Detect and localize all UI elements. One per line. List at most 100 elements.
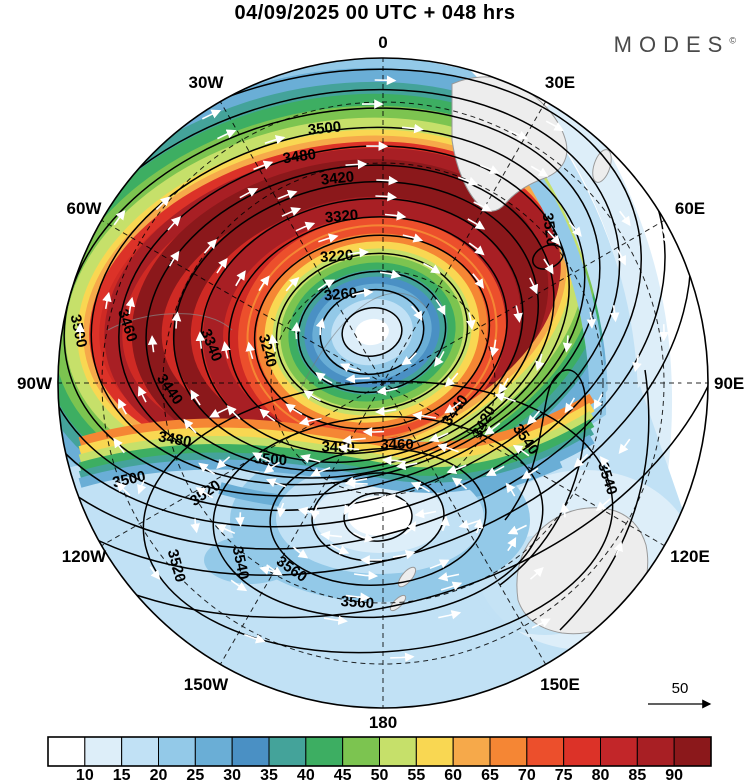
wind-arrow xyxy=(402,123,424,134)
colorbar-cell xyxy=(342,736,380,767)
wind-arrow xyxy=(315,372,333,384)
wind-arrow xyxy=(291,321,301,340)
wind-arrow xyxy=(183,418,197,434)
wind-arrow xyxy=(221,341,231,359)
wind-arrow xyxy=(414,508,437,519)
wind-arrow xyxy=(298,416,322,426)
wind-arrow xyxy=(339,363,361,373)
colorbar-cell xyxy=(47,736,86,767)
colorbar-cell xyxy=(526,736,565,767)
wind-arrow xyxy=(632,354,642,373)
wind-arrow xyxy=(531,618,551,629)
colorbar: 10 15 20 25 30 35 40 45 50 55 60 65 70 75 80 85 90 xyxy=(47,736,712,782)
map-area: 3500 3480 3420 3320 3220 3260 3240 3340 … xyxy=(58,58,708,708)
south-america-coastline xyxy=(107,313,233,331)
meridian-label-0: 0 xyxy=(378,33,387,52)
wind-arrow xyxy=(404,521,417,535)
wind-arrow xyxy=(586,311,597,329)
reference-vector-label: 50 xyxy=(672,680,689,697)
wind-arrow xyxy=(125,296,136,315)
wind-arrow xyxy=(374,75,397,86)
wind-arrow xyxy=(451,477,468,490)
wind-arrow xyxy=(613,541,623,557)
colorbar-cell xyxy=(415,736,454,767)
wind-arrow xyxy=(281,207,301,217)
wind-arrow xyxy=(226,405,241,420)
new-zealand-south xyxy=(389,594,407,612)
colorbar-cell xyxy=(305,736,344,767)
colorbar-tick-label: 75 xyxy=(555,767,573,782)
wind-arrow xyxy=(329,543,350,555)
wind-arrow xyxy=(530,165,549,177)
colorbar-frame xyxy=(47,736,712,767)
wind-arrow xyxy=(498,377,509,394)
wind-arrow xyxy=(440,581,463,591)
wind-arrow xyxy=(429,559,450,569)
wind-arrow xyxy=(344,476,368,487)
wind-arrow xyxy=(266,564,283,576)
colorbar-tick-label: 70 xyxy=(518,767,536,782)
colorbar-cell xyxy=(268,736,307,767)
wind-arrow xyxy=(401,352,417,366)
wind-arrow xyxy=(507,524,527,535)
colorbar-tick-label: 25 xyxy=(186,767,204,782)
wind-arrow xyxy=(337,443,360,454)
wind-arrow xyxy=(201,109,222,120)
colorbar-cell xyxy=(158,736,196,767)
wind-arrow xyxy=(444,372,459,388)
wind-arrow xyxy=(457,176,479,186)
wind-arrow xyxy=(446,464,467,475)
wind-arrow xyxy=(345,159,368,170)
wind-arrow xyxy=(444,401,462,414)
contour-label: 3540 xyxy=(229,545,253,581)
wind-arrow xyxy=(190,389,201,406)
colorbar-cell xyxy=(600,736,638,767)
wind-arrow xyxy=(303,390,321,402)
logo-text: MODES xyxy=(613,32,730,57)
wind-arrow xyxy=(529,277,539,295)
wind-arrow xyxy=(310,504,320,521)
meridian-label-90w: 90W xyxy=(17,374,53,393)
wind-arrow xyxy=(440,515,450,532)
colorbar-cell xyxy=(636,736,675,767)
wind-arrow xyxy=(505,482,516,497)
wind-arrow xyxy=(473,518,484,534)
modes-logo: MODES© xyxy=(614,32,736,58)
contour-label: 3560 xyxy=(340,593,374,612)
wind-arrow xyxy=(480,164,500,174)
meridian-label-60e: 60E xyxy=(675,199,705,218)
wind-arrow xyxy=(402,233,424,243)
wind-arrow xyxy=(285,276,300,292)
wind-arrow xyxy=(353,532,375,543)
wind-arrow xyxy=(467,218,486,230)
wind-arrow xyxy=(609,305,620,323)
contour-label: 3480 xyxy=(321,438,355,456)
wind-arrow xyxy=(564,397,576,414)
wind-arrow xyxy=(472,273,485,289)
colorbar-tick-label: 30 xyxy=(223,767,241,782)
reference-vector: 50 xyxy=(648,680,712,709)
colorbar-cell xyxy=(563,736,602,767)
wind-arrow xyxy=(277,189,298,200)
wind-arrow xyxy=(171,311,182,329)
colorbar-tick-label: 85 xyxy=(628,767,646,782)
meridian-label-150e: 150E xyxy=(540,675,580,694)
wind-arrow xyxy=(661,228,671,246)
wind-arrow xyxy=(535,353,545,372)
wind-arrow xyxy=(468,242,485,256)
map-rim xyxy=(57,57,709,709)
wind-arrow xyxy=(568,222,582,237)
meridian-label-90e: 90E xyxy=(714,374,744,393)
wind-arrow xyxy=(423,262,441,274)
wind-arrow xyxy=(573,453,589,468)
antarctica-coastline xyxy=(299,292,429,391)
wind-arrow xyxy=(195,331,206,349)
wind-arrow xyxy=(190,518,200,534)
colorbar-tick-label: 50 xyxy=(371,767,389,782)
wind-arrow xyxy=(489,339,500,358)
wind-arrow xyxy=(513,305,523,323)
wind-arrow xyxy=(268,334,278,352)
wind-arrow xyxy=(253,160,274,171)
wind-arrow xyxy=(320,530,342,541)
wind-arrow xyxy=(384,210,407,221)
